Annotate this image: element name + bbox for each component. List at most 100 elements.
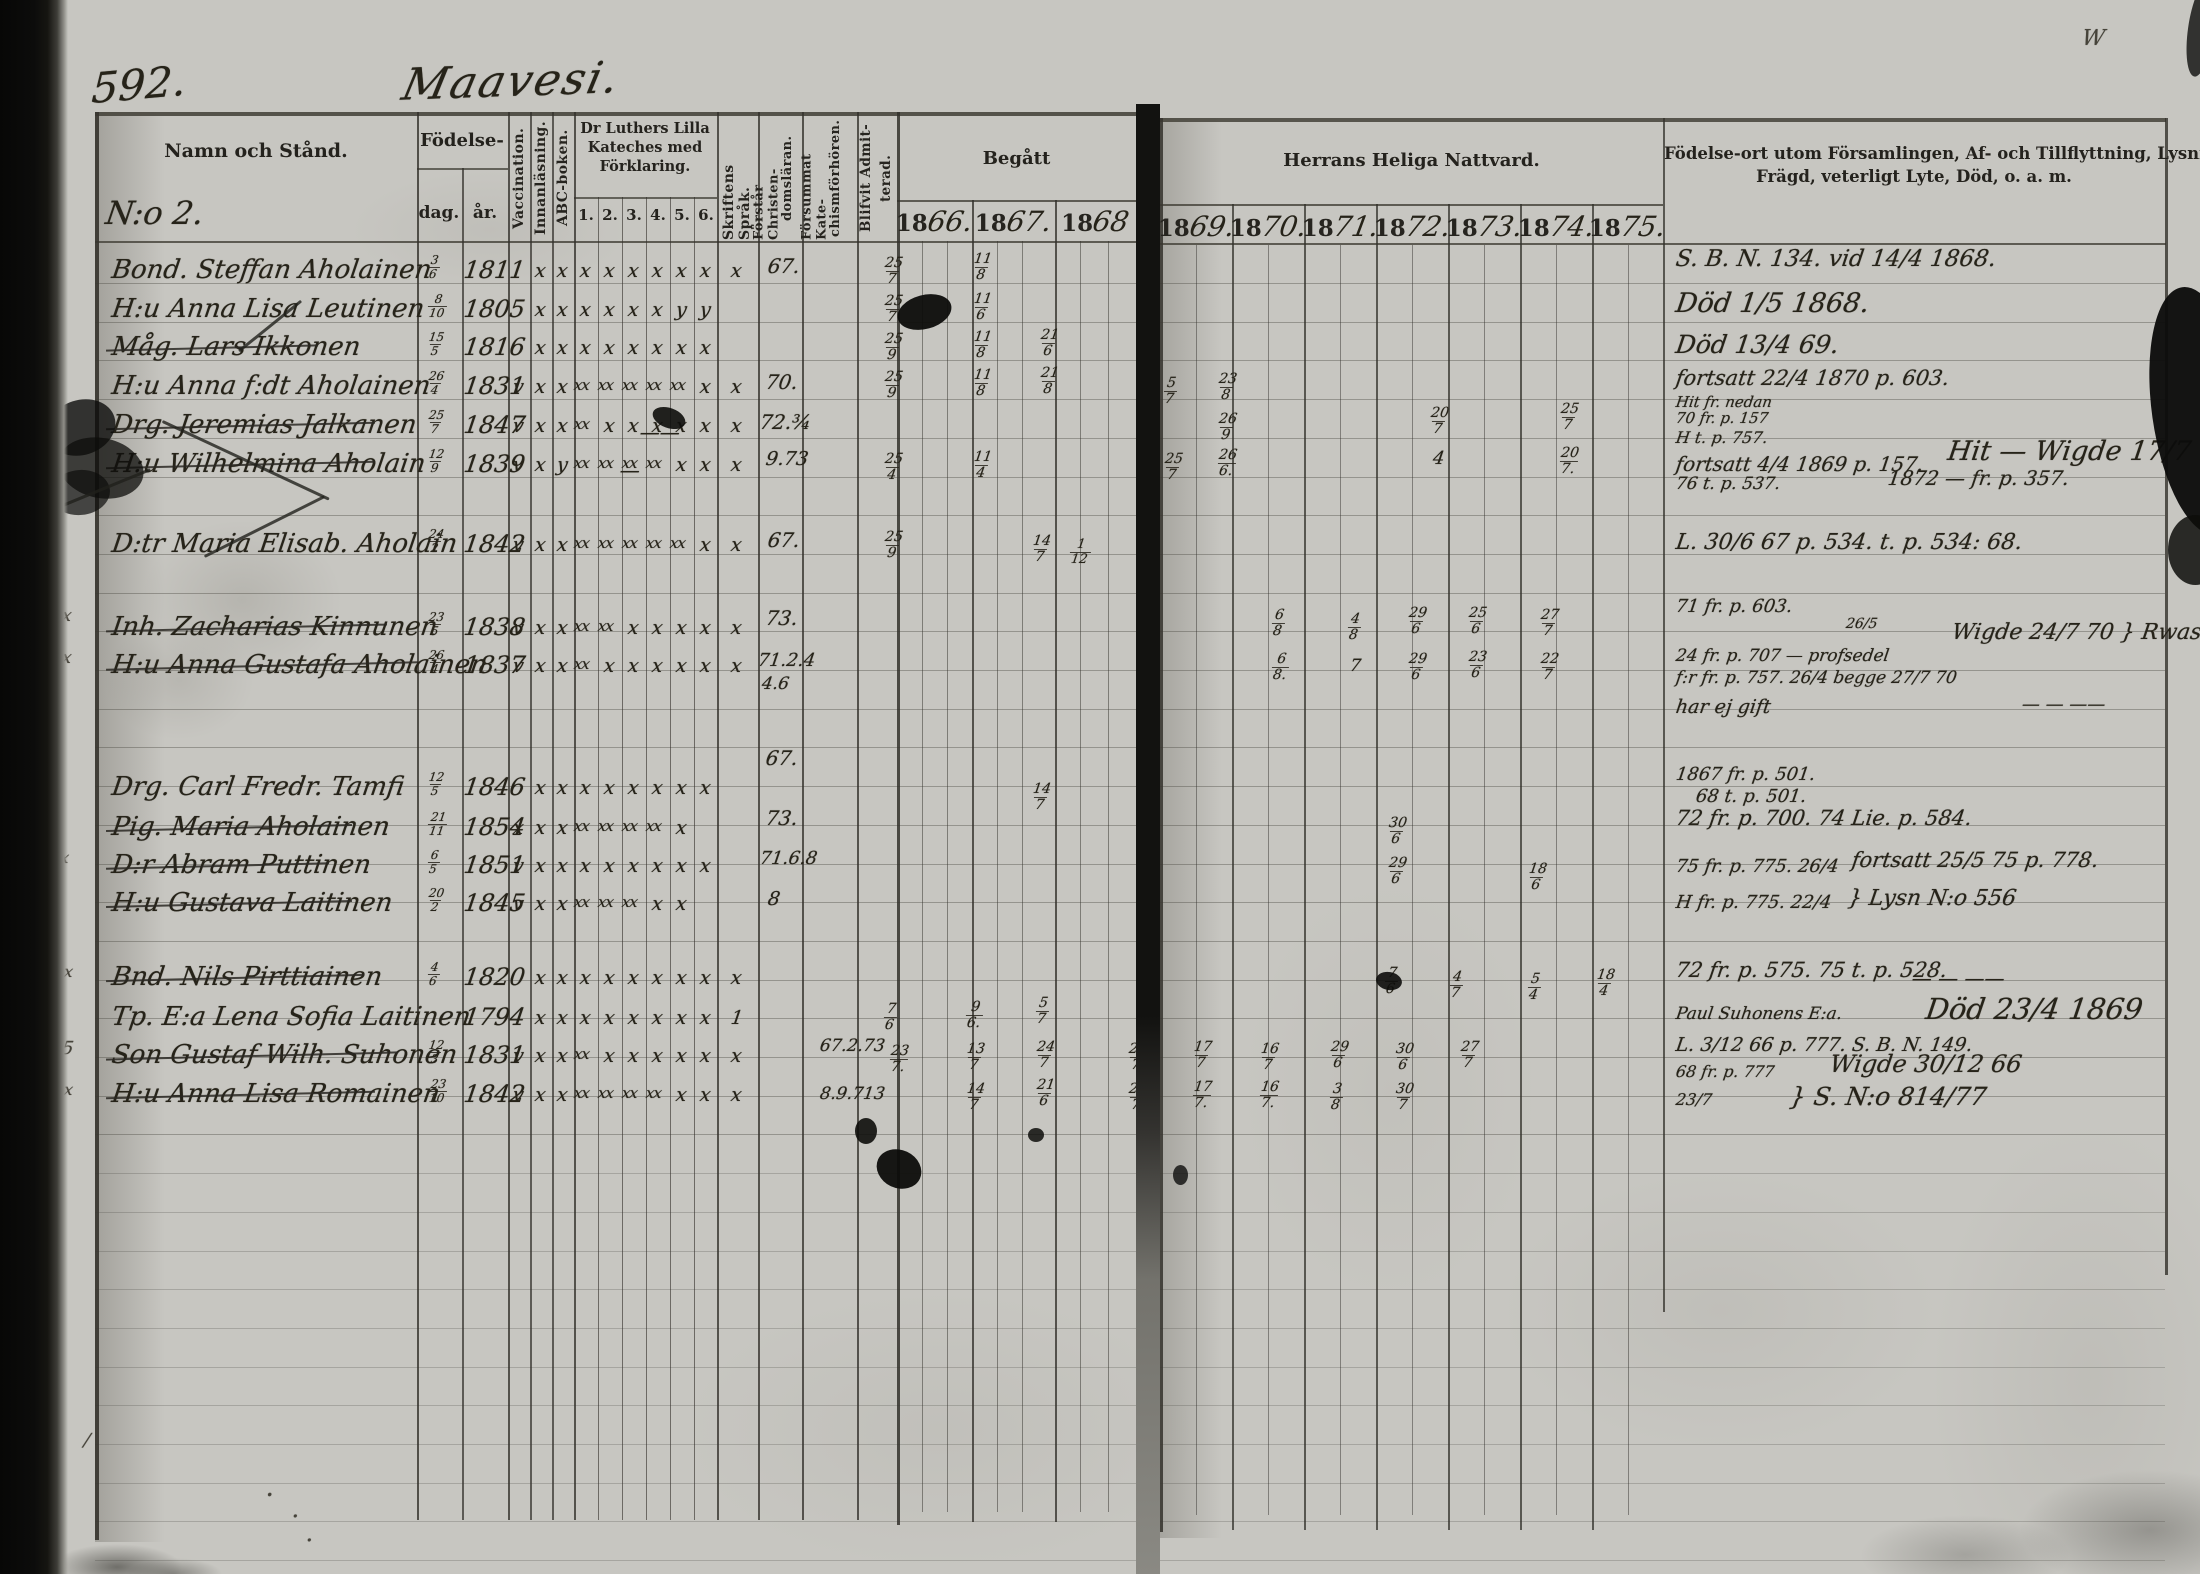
grid-mark: x [533, 415, 548, 437]
grid-mark: xx [644, 534, 663, 552]
paper-stain [350, 170, 630, 290]
communion-date: 11 8 [971, 367, 993, 399]
fraction-numerator: 30 [1395, 1081, 1416, 1097]
grid-mark: xx [644, 1084, 663, 1102]
column-header-catechism: Förklaring. [599, 158, 691, 175]
fraction-denominator: 4 [427, 383, 442, 397]
fraction-numerator: 23 [430, 1077, 448, 1091]
grid-mark: x [650, 855, 665, 877]
grid-mark: x [555, 655, 570, 677]
writing-line [95, 515, 2165, 517]
margin-mark: W [2080, 26, 2107, 51]
grid-mark: xx [572, 376, 591, 394]
fraction-denominator: 5 [427, 624, 442, 638]
grid-mark: x [729, 1045, 744, 1067]
fraction-denominator: 6. [963, 1015, 984, 1031]
marginal-note: 26/5 [1844, 616, 1879, 632]
grid-mark: x [602, 1007, 617, 1029]
grid-mark: x [650, 337, 665, 359]
fraction-denominator: 11 [426, 824, 448, 838]
grid-mark: x [698, 534, 713, 556]
fraction-denominator: 5 [426, 862, 440, 876]
fraction-denominator: 9 [884, 385, 900, 401]
grid-mark: xx [644, 376, 663, 394]
year-handwritten: 68 [1090, 205, 1132, 238]
grid-mark: xx [596, 1084, 615, 1102]
grid-mark: x [602, 1045, 617, 1067]
fraction-numerator: 5 [1530, 971, 1542, 987]
grid-mark: x [533, 893, 548, 915]
marginal-note: 1867 fr. p. 501. [1674, 764, 1817, 785]
writing-line [95, 321, 2165, 323]
writing-line [95, 1521, 2165, 1523]
fraction-denominator: 7 [1447, 985, 1463, 1001]
column-rule [1376, 204, 1378, 1530]
grid-mark: x [533, 967, 548, 989]
fraction-numerator: 11 [973, 251, 994, 267]
column-rule [1268, 245, 1269, 1515]
fraction-denominator: 5 [427, 344, 442, 358]
communion-date: 4 [1431, 448, 1446, 469]
marginal-note: — — —— [2020, 694, 2107, 715]
year-column-right: 1869. [1150, 210, 1242, 243]
writing-line [95, 824, 2165, 826]
writing-line [95, 476, 2165, 478]
fraction-denominator: 6 [1388, 871, 1404, 887]
communion-date: — [618, 458, 642, 482]
birth-year: 1811 [462, 256, 528, 284]
fraction-numerator: 6 [1274, 607, 1286, 623]
grid-mark: x [674, 1007, 689, 1029]
grid-mark: x [729, 376, 744, 398]
grid-mark: x [698, 777, 713, 799]
paper-stain [142, 520, 342, 680]
column-rule [857, 112, 859, 1520]
fraction-numerator: 22 [1540, 651, 1561, 667]
fraction-numerator: 14 [1032, 533, 1053, 549]
grid-mark: x [533, 454, 548, 476]
column-header-notes: Frägd, veterligt Lyte, Död, o. a. m. [1756, 167, 2072, 186]
grid-mark: x [698, 1084, 713, 1106]
grid-mark: x [602, 967, 617, 989]
fraction-denominator: 7. [1191, 1095, 1211, 1111]
grid-mark: x [674, 893, 689, 915]
fraction-denominator: 6. [1216, 463, 1236, 479]
fraction-numerator: 3 [430, 253, 440, 267]
year-column-right: 1874. [1510, 210, 1602, 243]
grid-mark: x [674, 777, 689, 799]
fraction-denominator: 7 [966, 1057, 982, 1073]
column-header-catechism-part: 5. [674, 206, 690, 224]
grid-mark: x [602, 655, 617, 677]
marginal-note: Död 13/4 69. [1673, 330, 1841, 359]
person-name: Drg. Carl Fredr. Tamfi [109, 772, 407, 802]
fraction-denominator: 7 [1540, 623, 1556, 639]
fraction-denominator: 7 [1540, 667, 1556, 683]
paper-stain [680, 1290, 1200, 1570]
grid-mark: x [602, 777, 617, 799]
fraction-numerator: 24 [1036, 1039, 1057, 1055]
writing-line [95, 1444, 2165, 1445]
fraction-numerator: 13 [966, 1041, 987, 1057]
fraction-numerator: 26 [428, 648, 446, 662]
year-printed: 18 [1445, 215, 1478, 242]
grid-mark: x [578, 260, 593, 282]
fraction-denominator: 7 [1460, 1055, 1476, 1071]
grid-mark: xx [644, 454, 663, 472]
communion-date: 11 8 [971, 251, 994, 283]
grid-mark: x [555, 1007, 570, 1029]
top-border-left [95, 112, 1136, 116]
marginal-note: — — —— [1910, 966, 2007, 990]
person-name: Bond. Steffan Aholainen [109, 255, 434, 285]
grid-mark: x [729, 534, 744, 556]
grid-mark: xx [668, 376, 687, 394]
fraction-numerator: 14 [966, 1081, 987, 1097]
grid-mark: x [698, 617, 713, 639]
fraction-denominator: 9 [427, 461, 442, 475]
birth-day: 12 9 [426, 447, 445, 475]
column-rule [1160, 118, 1163, 1532]
year-printed: 18 [1157, 215, 1190, 242]
grid-mark: x [533, 534, 548, 556]
fraction-denominator: 12 [1068, 552, 1091, 567]
